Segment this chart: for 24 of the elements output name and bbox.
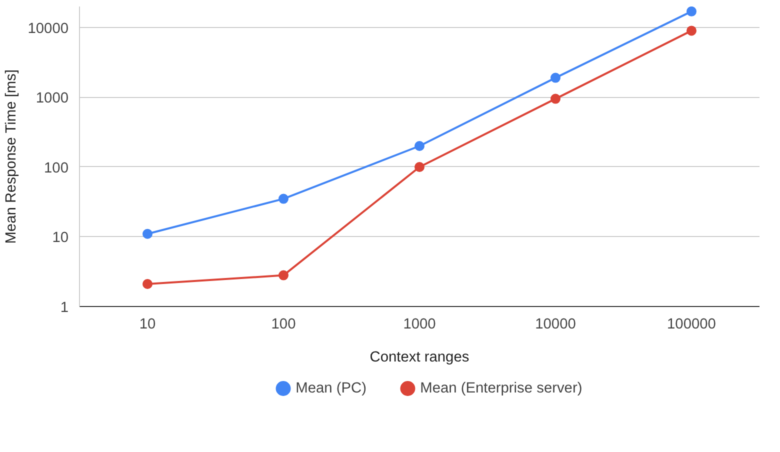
y-tick-label: 1000 [36,90,69,107]
y-tick-label: 1 [60,300,69,316]
point [278,270,288,280]
y-axis-title: Mean Response Time [ms] [4,69,20,244]
x-tick-label: 10000 [535,316,576,332]
y-tick-label: 10000 [28,20,69,37]
point [414,162,424,172]
x-tick-label: 100000 [667,316,716,332]
point [550,94,560,104]
y-tick-label: 10 [52,230,69,246]
x-axis-title: Context ranges [370,350,470,366]
point [550,72,560,83]
point [686,6,696,16]
legend-label: Mean (PC) [296,380,367,396]
x-tick-label: 10 [139,316,156,332]
point [142,279,152,290]
y-tick-label: 100 [44,160,69,176]
point [278,194,288,204]
x-tick-label: 1000 [403,316,436,332]
point [686,26,696,36]
point [142,228,152,239]
point [414,141,424,151]
legend-label: Mean (Enterprise server) [420,380,582,396]
x-tick-label: 100 [271,316,296,332]
